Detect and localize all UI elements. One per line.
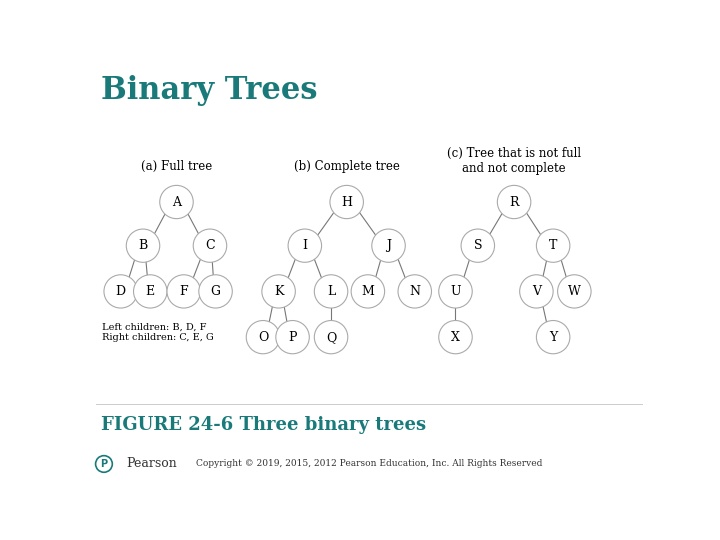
Text: W: W <box>568 285 581 298</box>
Text: C: C <box>205 239 215 252</box>
Ellipse shape <box>461 229 495 262</box>
Ellipse shape <box>398 275 431 308</box>
Text: P: P <box>288 330 297 343</box>
Text: X: X <box>451 330 460 343</box>
Ellipse shape <box>104 275 138 308</box>
Ellipse shape <box>315 321 348 354</box>
Ellipse shape <box>96 456 112 472</box>
Text: O: O <box>258 330 268 343</box>
Text: B: B <box>138 239 148 252</box>
Text: H: H <box>341 195 352 208</box>
Text: Copyright © 2019, 2015, 2012 Pearson Education, Inc. All Rights Reserved: Copyright © 2019, 2015, 2012 Pearson Edu… <box>196 460 542 469</box>
Text: M: M <box>361 285 374 298</box>
Ellipse shape <box>536 229 570 262</box>
Text: R: R <box>509 195 519 208</box>
Text: Pearson: Pearson <box>126 457 177 470</box>
Text: G: G <box>210 285 220 298</box>
Text: (b) Complete tree: (b) Complete tree <box>294 160 400 173</box>
Text: S: S <box>474 239 482 252</box>
Ellipse shape <box>126 229 160 262</box>
Text: Q: Q <box>326 330 336 343</box>
Ellipse shape <box>315 275 348 308</box>
Text: E: E <box>145 285 155 298</box>
Text: Binary Trees: Binary Trees <box>101 75 318 106</box>
Ellipse shape <box>520 275 553 308</box>
Ellipse shape <box>246 321 280 354</box>
Ellipse shape <box>372 229 405 262</box>
Ellipse shape <box>160 185 193 219</box>
Ellipse shape <box>438 321 472 354</box>
Text: K: K <box>274 285 284 298</box>
Ellipse shape <box>167 275 200 308</box>
Text: I: I <box>302 239 307 252</box>
Text: A: A <box>172 195 181 208</box>
Text: D: D <box>116 285 126 298</box>
Text: Left children: B, D, F
Right children: C, E, G: Left children: B, D, F Right children: C… <box>102 322 214 342</box>
Text: N: N <box>409 285 420 298</box>
Ellipse shape <box>536 321 570 354</box>
Text: V: V <box>532 285 541 298</box>
Ellipse shape <box>276 321 310 354</box>
Ellipse shape <box>199 275 233 308</box>
Ellipse shape <box>288 229 322 262</box>
Ellipse shape <box>498 185 531 219</box>
Ellipse shape <box>438 275 472 308</box>
Ellipse shape <box>193 229 227 262</box>
Text: (a) Full tree: (a) Full tree <box>141 160 212 173</box>
Text: L: L <box>327 285 336 298</box>
Ellipse shape <box>557 275 591 308</box>
Text: FIGURE 24-6 Three binary trees: FIGURE 24-6 Three binary trees <box>101 416 426 434</box>
Text: P: P <box>100 459 107 469</box>
Text: (c) Tree that is not full
and not complete: (c) Tree that is not full and not comple… <box>447 147 581 176</box>
Text: Y: Y <box>549 330 557 343</box>
Ellipse shape <box>133 275 167 308</box>
Text: J: J <box>386 239 391 252</box>
Ellipse shape <box>351 275 384 308</box>
Ellipse shape <box>262 275 295 308</box>
Ellipse shape <box>330 185 364 219</box>
Text: U: U <box>450 285 461 298</box>
Text: T: T <box>549 239 557 252</box>
Text: F: F <box>179 285 188 298</box>
